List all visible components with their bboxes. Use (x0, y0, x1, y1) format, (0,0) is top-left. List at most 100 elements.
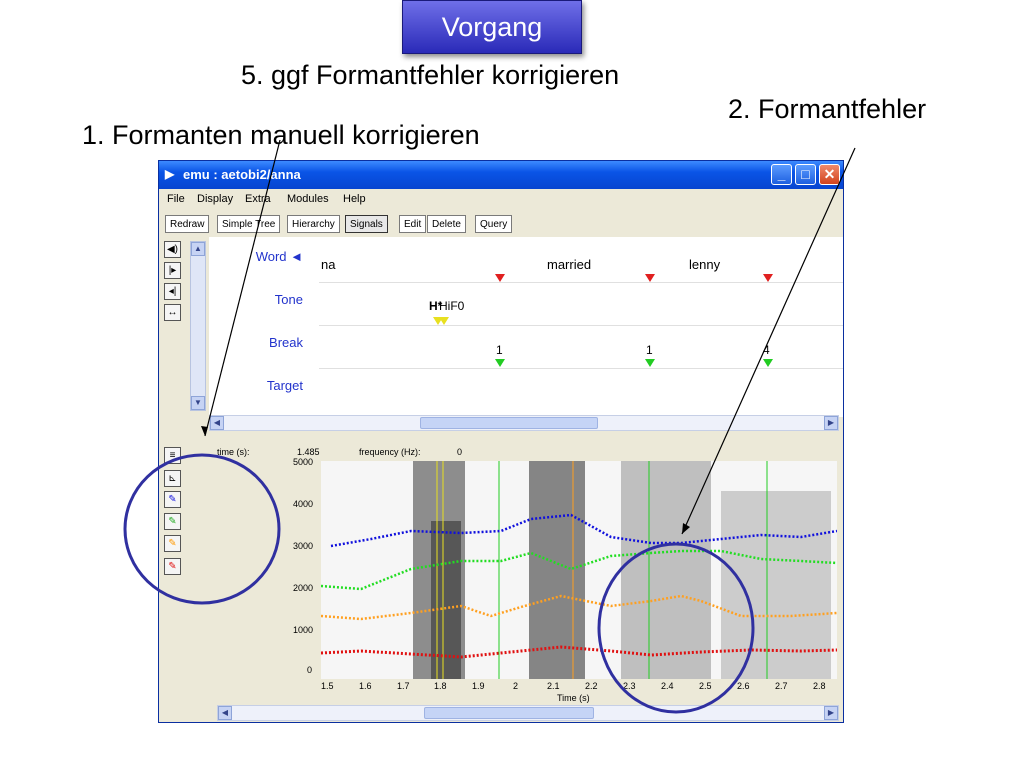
annotation-step1: 1. Formanten manuell korrigieren (82, 120, 480, 150)
scroll-up-icon[interactable]: ▲ (191, 242, 205, 256)
break-label[interactable]: 4 (763, 343, 770, 357)
y-tick-label: 0 (307, 665, 313, 675)
tier-label-break[interactable]: Break (269, 335, 303, 350)
y-tick-label: 4000 (293, 499, 314, 509)
x-tick-label: 2.4 (661, 681, 674, 691)
menu-bar: File Display Extra Modules Help (159, 189, 843, 209)
break-marker[interactable] (495, 359, 505, 367)
scroll-right-icon[interactable]: ▶ (824, 706, 838, 720)
signal-pane: ≡ ⊾ ✎ ✎ ✎ ✎ time (s): 1.485 frequency (H… (159, 443, 843, 707)
menu-extra[interactable]: Extra (245, 193, 271, 205)
y-tick-label: 3000 (293, 541, 314, 551)
stretch-icon[interactable]: ↔ (164, 304, 181, 321)
f3-pen-icon[interactable]: ✎ (164, 513, 181, 530)
f1-pen-icon[interactable]: ✎ (164, 558, 181, 575)
scroll-thumb[interactable] (424, 707, 594, 719)
window-titlebar[interactable]: ▶ emu : aetobi2/anna _ □ ✕ (159, 161, 843, 189)
x-tick-label: 2.7 (775, 681, 788, 691)
y-tick-label: 5000 (293, 457, 314, 467)
x-axis-label: Time (s) (557, 693, 590, 703)
scroll-left-icon[interactable]: ◀ (210, 416, 224, 430)
tier-display[interactable]: Word ◄ Tone Break Target na married lenn… (209, 237, 843, 417)
word-boundary-marker[interactable] (495, 274, 505, 282)
tier-label-tone[interactable]: Tone (274, 292, 303, 307)
menu-modules[interactable]: Modules (287, 193, 329, 205)
simple-tree-button[interactable]: Simple Tree (217, 215, 281, 233)
emu-window: ▶ emu : aetobi2/anna _ □ ✕ File Display … (158, 160, 844, 723)
tone-label-secondary[interactable]: HiF0 (439, 299, 465, 313)
x-tick-label: 2.2 (585, 681, 598, 691)
x-tick-label: 1.6 (359, 681, 372, 691)
redraw-button[interactable]: Redraw (165, 215, 210, 233)
y-tick-label: 2000 (293, 583, 314, 593)
close-button[interactable]: ✕ (819, 164, 840, 185)
x-tick-label: 2.8 (813, 681, 826, 691)
spectrogram[interactable] (321, 461, 837, 679)
spectrum-icon[interactable]: ⊾ (164, 470, 181, 487)
menu-display[interactable]: Display (197, 193, 234, 205)
scroll-down-icon[interactable]: ▼ (191, 396, 205, 410)
slide-title: Vorgang (402, 0, 582, 54)
break-marker[interactable] (763, 359, 773, 367)
tier-separator (319, 325, 843, 326)
tier-label-word[interactable]: Word ◄ (255, 249, 303, 264)
time-value: 1.485 (297, 447, 320, 457)
x-tick-label: 2.1 (547, 681, 560, 691)
signals-button[interactable]: Signals (345, 215, 388, 233)
word-label[interactable]: married (547, 257, 592, 272)
tier-separator (319, 368, 843, 369)
window-title: emu : aetobi2/anna (183, 167, 301, 182)
speaker-icon[interactable]: ◀) (164, 241, 181, 258)
formant-f4-track[interactable] (330, 513, 837, 548)
x-tick-label: 2.6 (737, 681, 750, 691)
x-tick-label: 1.5 (321, 681, 334, 691)
x-tick-label: 2 (513, 681, 519, 691)
f4-pen-icon[interactable]: ✎ (164, 491, 181, 508)
query-button[interactable]: Query (475, 215, 513, 233)
tier-vertical-scrollbar[interactable]: ▲ ▼ (190, 241, 206, 411)
x-tick-label: 2.3 (623, 681, 636, 691)
frequency-value: 0 (457, 447, 463, 457)
x-tick-label: 1.7 (397, 681, 410, 691)
menu-file[interactable]: File (167, 193, 185, 205)
scroll-left-icon[interactable]: ◀ (218, 706, 232, 720)
tier-separator (319, 282, 843, 283)
menu-help[interactable]: Help (343, 193, 366, 205)
annotation-step2: 2. Formantfehler (728, 94, 927, 124)
mark-start-icon[interactable]: |▸ (164, 262, 181, 279)
edit-button[interactable]: Edit (399, 215, 427, 233)
energy-band (431, 521, 461, 679)
break-marker[interactable] (645, 359, 655, 367)
formant-f1-track[interactable] (321, 645, 837, 659)
tone-label[interactable]: H* (429, 299, 443, 313)
word-boundary-marker[interactable] (763, 274, 773, 282)
x-tick-label: 1.9 (472, 681, 485, 691)
frequency-label: frequency (Hz): (359, 447, 421, 457)
tone-marker[interactable] (433, 317, 443, 325)
signal-horizontal-scrollbar[interactable]: ◀ ▶ (217, 705, 839, 721)
word-label[interactable]: lenny (689, 257, 721, 272)
tier-label-target[interactable]: Target (266, 378, 303, 393)
hierarchy-button[interactable]: Hierarchy (287, 215, 340, 233)
energy-band (529, 461, 585, 679)
maximize-button[interactable]: □ (795, 164, 816, 185)
y-tick-label: 1000 (293, 625, 314, 635)
scroll-thumb[interactable] (420, 417, 598, 429)
f2-pen-icon[interactable]: ✎ (164, 535, 181, 552)
delete-button[interactable]: Delete (427, 215, 466, 233)
break-label[interactable]: 1 (496, 343, 503, 357)
word-boundary-marker[interactable] (645, 274, 655, 282)
scroll-right-icon[interactable]: ▶ (824, 416, 838, 430)
list-icon[interactable]: ≡ (164, 447, 181, 464)
tone-marker[interactable] (439, 317, 449, 325)
energy-band (621, 461, 711, 679)
app-icon: ▶ (165, 167, 175, 181)
minimize-button[interactable]: _ (771, 164, 792, 185)
x-tick-label: 2.5 (699, 681, 712, 691)
break-label[interactable]: 1 (646, 343, 653, 357)
word-label[interactable]: na (321, 257, 336, 272)
x-tick-label: 1.8 (434, 681, 447, 691)
tier-horizontal-scrollbar[interactable]: ◀ ▶ (209, 415, 839, 431)
mark-end-icon[interactable]: ◂| (164, 283, 181, 300)
annotation-step5: 5. ggf Formantfehler korrigieren (241, 60, 620, 90)
